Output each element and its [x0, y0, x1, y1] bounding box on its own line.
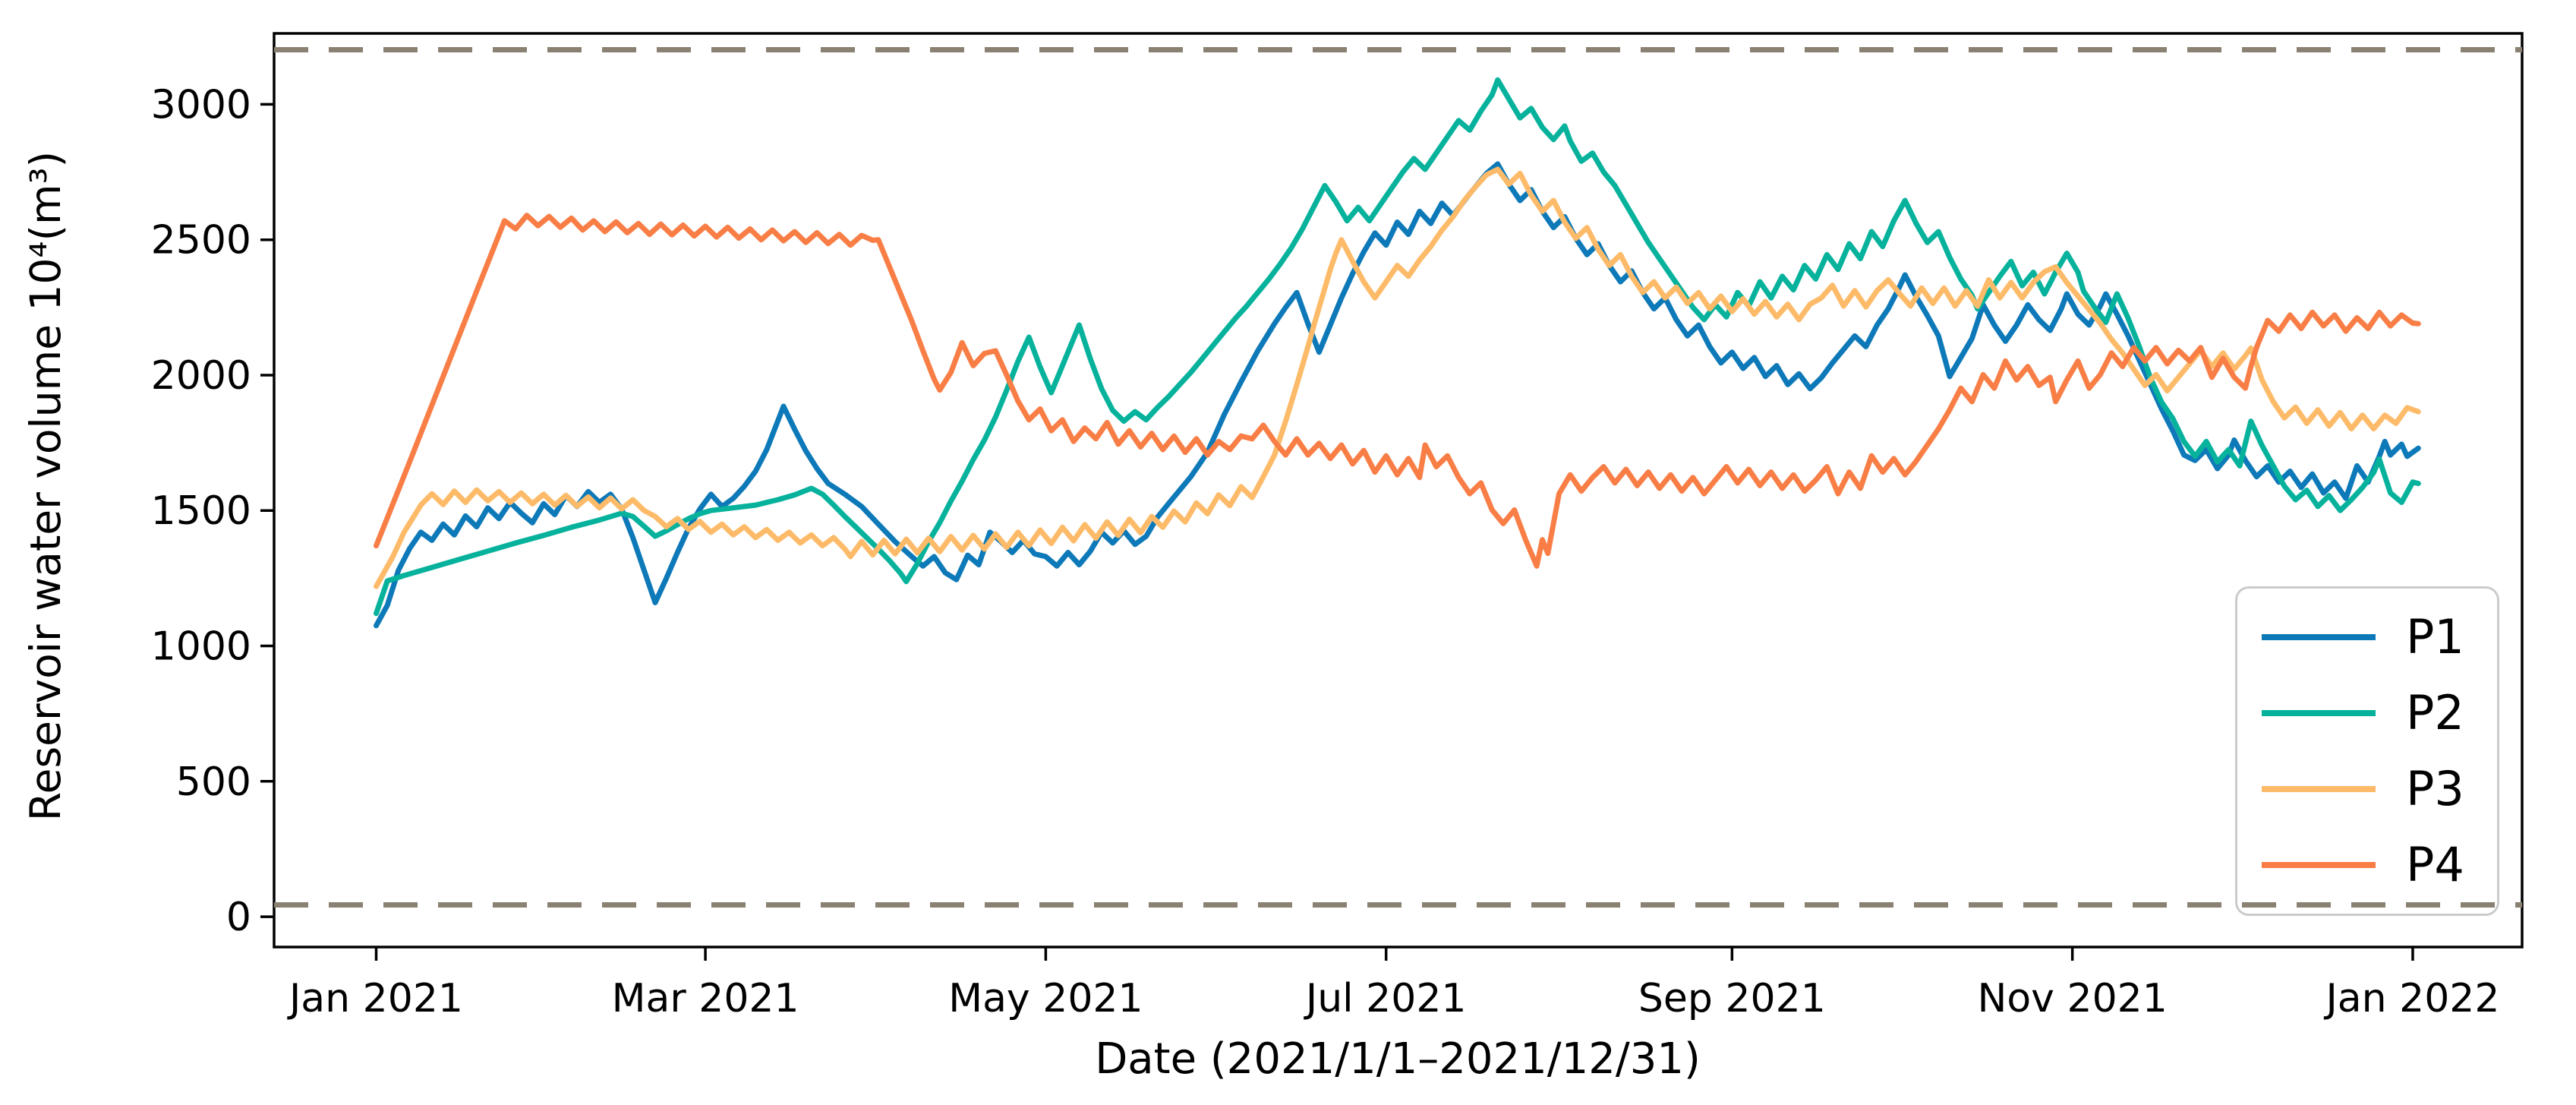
y-tick-label: 2000 — [151, 353, 251, 399]
x-tick-label: Jan 2021 — [287, 976, 463, 1021]
x-axis-label: Date (2021/1/1–2021/12/31) — [1095, 1034, 1701, 1084]
legend-label-p1: P1 — [2406, 609, 2464, 665]
y-axis-label: Reservoir water volume 10⁴(m³) — [21, 150, 70, 822]
plot-frame — [273, 32, 2524, 949]
legend-label-p3: P3 — [2406, 761, 2464, 816]
x-tick-label: May 2021 — [948, 976, 1143, 1021]
legend-line-swatch-p1 — [2262, 634, 2376, 640]
x-tick-label: Nov 2021 — [1977, 976, 2167, 1021]
legend-label-p4: P4 — [2406, 837, 2464, 892]
legend-line-swatch-p3 — [2262, 786, 2376, 792]
legend: P1 P2 P3 P4 — [2235, 586, 2499, 916]
series-line-p1 — [374, 161, 2421, 629]
y-tick-label: 1000 — [151, 624, 251, 670]
legend-entry-p3: P3 — [2237, 766, 2497, 813]
x-tick-label: Mar 2021 — [612, 976, 799, 1021]
series-line-p3 — [374, 166, 2421, 589]
x-tick-label: Jul 2021 — [1304, 976, 1467, 1021]
upper-limit-dashed-line — [274, 47, 2522, 52]
series-line-p4 — [374, 213, 2421, 569]
y-tick-label: 1500 — [151, 488, 251, 534]
lower-limit-dashed-line — [274, 902, 2522, 908]
series-line-p2 — [374, 77, 2421, 617]
legend-line-swatch-p2 — [2262, 710, 2376, 716]
y-tick-label: 500 — [176, 759, 251, 805]
legend-entry-p2: P2 — [2237, 690, 2497, 737]
y-tick-label: 2500 — [151, 218, 251, 264]
legend-line-swatch-p4 — [2262, 862, 2376, 868]
legend-entry-p1: P1 — [2237, 614, 2497, 661]
legend-label-p2: P2 — [2406, 685, 2464, 740]
x-tick-label: Jan 2022 — [2323, 976, 2499, 1021]
x-tick-label: Sep 2021 — [1638, 976, 1826, 1021]
y-tick-label: 3000 — [151, 82, 251, 128]
legend-entry-p4: P4 — [2237, 841, 2497, 889]
y-tick-label: 0 — [226, 895, 251, 940]
